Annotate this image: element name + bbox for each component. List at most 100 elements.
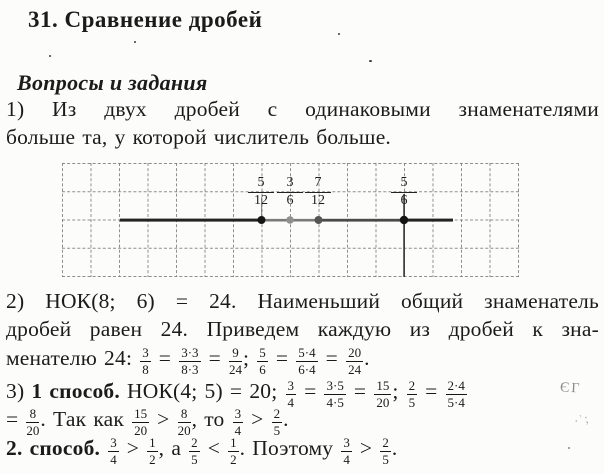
page-title: 31. Сравнение дробей [28,7,263,32]
fraction-numerator: 2·4 [445,378,467,395]
point-3-6 [286,216,294,224]
fraction-numerator: 7 [305,176,331,193]
inline-fraction: 2·4 5·4 [445,378,468,410]
number-line-segment [120,218,262,222]
text-run: = [6,407,26,431]
fraction-denominator: 12 [311,193,325,208]
text-run: НОК(4; 5) = 20; [127,379,285,403]
text-run: , то [191,407,232,431]
fraction-denominator: 24 [229,362,243,377]
fraction-denominator: 8·3 [181,362,199,377]
fraction-denominator: 20 [376,395,390,410]
text-run: . Так как [40,407,132,431]
fraction-denominator: 12 [254,193,268,208]
fraction-denominator: 4 [287,395,295,410]
fraction-numerator: 8 [26,406,40,423]
fraction-denominator: 4 [110,452,117,467]
fraction-numerator: 9 [229,345,243,362]
text-run: = [268,346,296,370]
section-heading: Вопросы и задания [17,70,208,95]
scan-speck [49,55,51,57]
inline-fraction: 3·5 4·5 [323,378,346,410]
fraction-numerator: 3 [108,435,119,452]
fraction-label: 3 6 [277,176,303,208]
fraction-numerator: 3 [285,378,296,395]
scan-speck [568,447,570,449]
bold-text-run: 1 способ. [31,379,127,403]
fraction-denominator: 6·4 [298,362,316,377]
number-line-segment [318,218,404,222]
label-connector [403,194,405,277]
scan-speck [369,60,372,62]
fraction-denominator: 4 [343,452,350,467]
fraction-numerator: 5 [248,176,274,193]
answer2-line2: дробей равен 24. Приведем каждую из дроб… [6,317,599,341]
fraction-denominator: 5 [382,452,389,467]
inline-fraction: 8 20 [25,406,40,438]
answer1-line2: больше та, у которой числитель больше. [6,125,392,149]
inline-fraction: 15 20 [373,378,392,410]
fraction-denominator: 6 [286,193,294,208]
point-5-6 [399,215,409,225]
number-line-figure: 5 12 3 6 7 12 5 6 [62,163,519,277]
text-run: > [119,436,147,460]
fraction-numerator: 8 [177,406,191,423]
fraction-numerator: 3 [341,435,352,452]
grid-canvas [62,163,519,277]
fraction-numerator: 2 [189,435,200,452]
fraction-numerator: 3·3 [179,345,201,362]
inline-fraction: 15 20 [131,406,150,438]
fraction-denominator: 5·4 [447,395,465,410]
inline-fraction: 8 20 [177,406,192,438]
fraction-numerator: 5 [391,176,417,193]
inline-fraction: 5·4 6·4 [295,345,318,377]
fraction-numerator: 5 [257,345,268,362]
text-run: . [391,436,398,460]
text-run: = [318,346,346,370]
point-5-12 [257,216,266,224]
text-run: . [283,407,289,431]
fraction-label: 5 12 [248,176,274,208]
text-run: = [297,379,324,403]
text-run: = [201,346,229,370]
fraction-denominator: 5 [191,452,198,467]
label-connector [261,197,263,218]
fraction-denominator: 4·5 [326,395,344,410]
text-run: 3) [6,379,32,403]
text-run: , а [158,436,189,460]
text-run: = [346,379,374,403]
fraction-numerator: 15 [132,406,150,423]
fraction-numerator: 1 [147,435,158,452]
text-run: = [151,346,179,370]
fraction-denominator: 2 [230,452,237,467]
fraction-numerator: 3 [232,406,244,423]
fraction-numerator: 3 [140,345,151,362]
text-run: менателю 24: [6,346,140,370]
text-run: . Поэтому [239,436,341,460]
text-run: ; [243,346,257,370]
text-run: > [244,407,271,431]
fraction-denominator: 6 [259,362,266,377]
text-run: > [352,436,380,460]
text-run: > [150,407,177,431]
scan-speck [338,33,340,35]
text-run: . [364,346,370,370]
point-7-12 [314,216,323,224]
fraction-denominator: 2 [149,452,156,467]
fraction-numerator: 1 [228,435,239,452]
number-line-segment [404,218,453,222]
fraction-denominator: 5 [273,423,281,438]
